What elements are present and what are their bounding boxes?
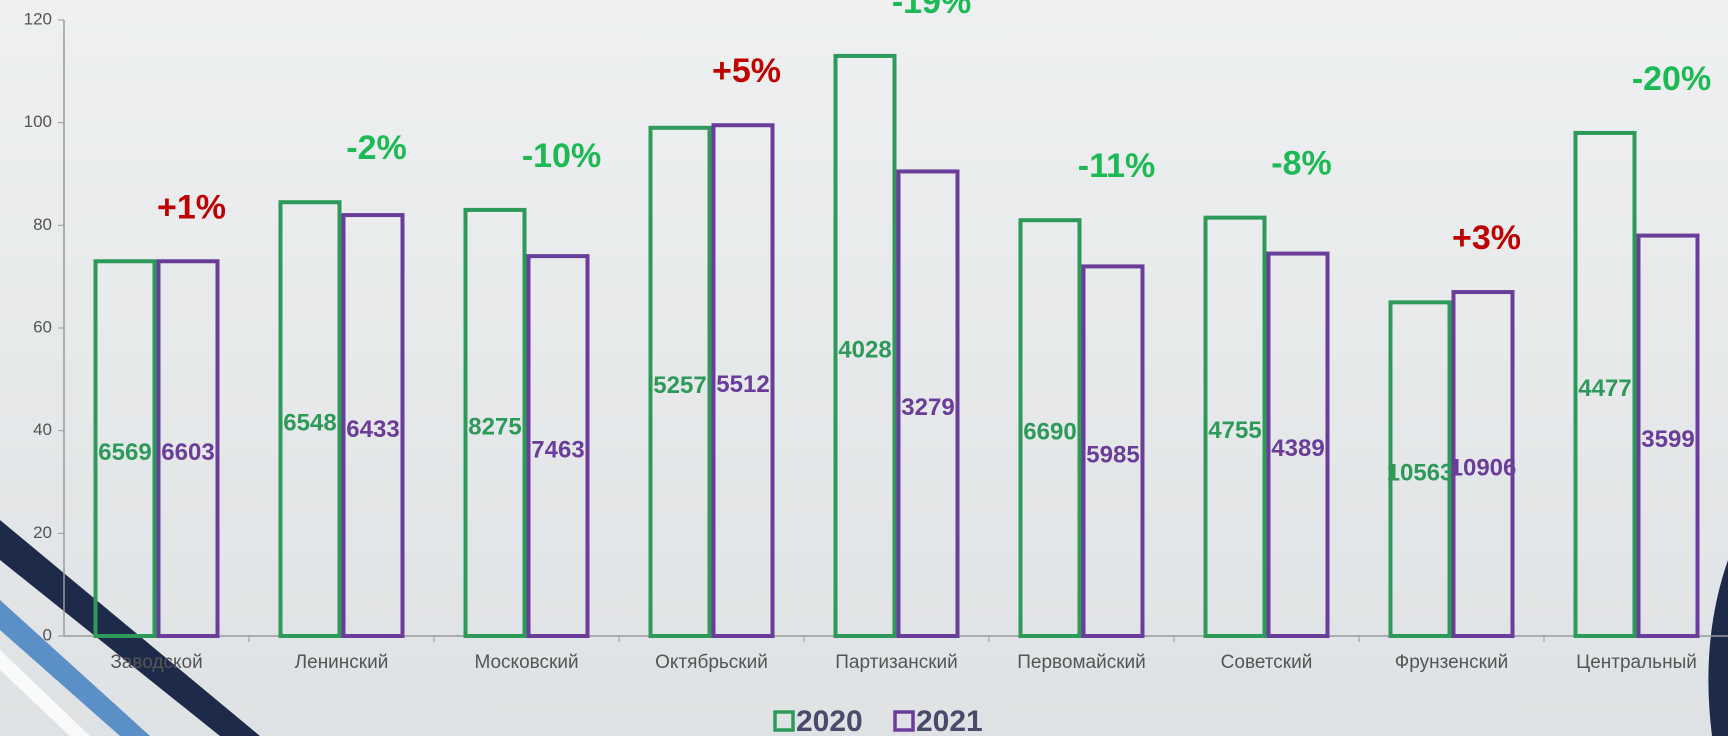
chart: 0 20 40 60 80 100 120 Заводской 6569 6603 +1% Ленин… [0, 0, 1728, 736]
change-annotation: -19% [892, 0, 971, 21]
bar-inner-label: 6690 [1023, 418, 1076, 445]
bar-inner-label: 5257 [653, 372, 706, 399]
x-tick-label: Первомайский [1017, 652, 1146, 673]
bar-inner-label: 6603 [161, 439, 214, 466]
x-tick-label: Фрунзенский [1395, 652, 1508, 673]
y-tick-label: 20 [33, 523, 52, 542]
change-annotation: -2% [346, 129, 406, 167]
legend-label: 2020 [796, 705, 863, 736]
y-tick-label: 80 [33, 215, 52, 234]
bar-inner-label: 3279 [901, 394, 954, 421]
change-annotation: +3% [1452, 219, 1521, 257]
x-tick-label: Ленинский [295, 652, 389, 673]
bar-inner-label: 6569 [98, 439, 151, 466]
y-tick-label: 0 [43, 625, 52, 644]
bar-inner-label: 5512 [716, 371, 769, 398]
bar-inner-label: 4389 [1271, 435, 1324, 462]
x-tick-label: Московский [474, 652, 578, 673]
x-tick-label: Партизанский [835, 652, 958, 673]
bar-inner-label: 6548 [283, 409, 336, 436]
change-annotation: -20% [1632, 60, 1711, 98]
legend-label: 2021 [916, 705, 983, 736]
background [0, 0, 1728, 736]
bar-inner-label: 6433 [346, 416, 399, 443]
y-tick-label: 120 [24, 9, 52, 28]
x-tick-label: Центральный [1576, 652, 1697, 673]
bar-inner-label: 8275 [468, 413, 521, 440]
change-annotation: -10% [522, 137, 601, 175]
bar-inner-label: 7463 [531, 436, 584, 463]
bar-inner-label: 4028 [838, 336, 891, 363]
y-tick-label: 100 [24, 112, 52, 131]
x-tick-label: Советский [1221, 652, 1313, 673]
change-annotation: -11% [1078, 147, 1156, 185]
y-tick-label: 60 [33, 317, 52, 336]
bar-inner-label: 3599 [1641, 426, 1694, 453]
bar-inner-label: 10906 [1450, 454, 1517, 481]
x-tick-label: Заводской [110, 652, 202, 673]
bar-inner-label: 5985 [1086, 442, 1139, 469]
change-annotation: +5% [712, 52, 781, 90]
x-tick-label: Октябрьский [655, 652, 768, 673]
bar-inner-label: 4755 [1208, 417, 1261, 444]
bar-inner-label: 10563 [1387, 460, 1454, 487]
y-tick-label: 40 [33, 420, 52, 439]
bar-inner-label: 4477 [1578, 375, 1631, 402]
change-annotation: -8% [1271, 145, 1331, 183]
change-annotation: +1% [157, 188, 226, 226]
